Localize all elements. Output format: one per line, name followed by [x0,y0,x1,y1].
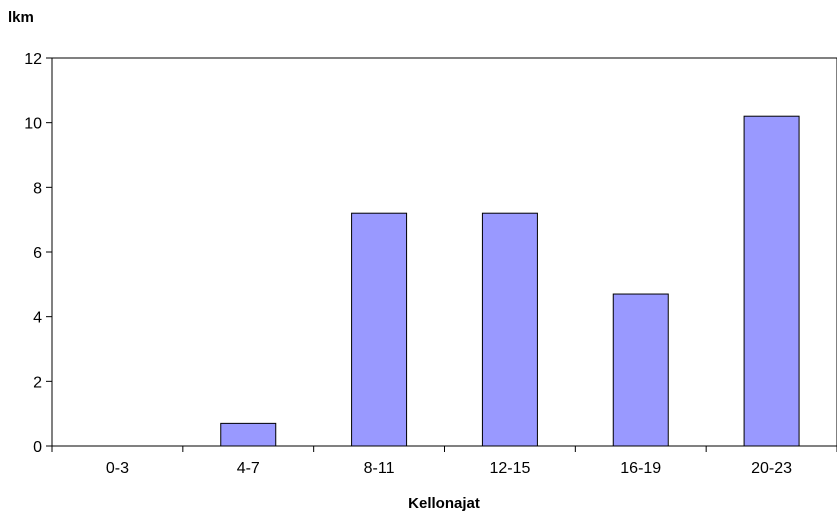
x-tick-label: 8-11 [364,460,395,477]
y-tick-label: 6 [33,245,42,262]
bars [220,115,800,447]
x-axis-title: Kellonajat [408,495,480,511]
y-axis: 0 2 4 6 8 10 12 [24,51,52,456]
x-tick-label: 0-3 [106,460,129,477]
x-tick-label: 4-7 [237,460,260,477]
x-tick-label: 20-23 [751,460,792,477]
bar-20-23 [743,115,800,447]
bar-4-7 [220,422,277,447]
y-tick-label: 2 [33,374,42,391]
y-tick-label: 12 [24,51,42,68]
y-tick-label: 8 [33,180,42,197]
y-tick-label: 4 [33,310,42,327]
bar-12-15 [481,212,538,447]
x-axis: 0-3 4-7 8-11 12-15 16-19 20-23 [51,446,837,477]
bar-8-11 [351,212,408,447]
y-tick-label: 0 [33,439,42,456]
bar-16-19 [612,293,669,447]
y-tick-label: 10 [24,116,42,133]
y-axis-title: lkm [8,9,34,26]
plot-area [51,57,837,447]
x-tick-label: 16-19 [620,460,661,477]
x-tick-label: 12-15 [489,460,530,477]
